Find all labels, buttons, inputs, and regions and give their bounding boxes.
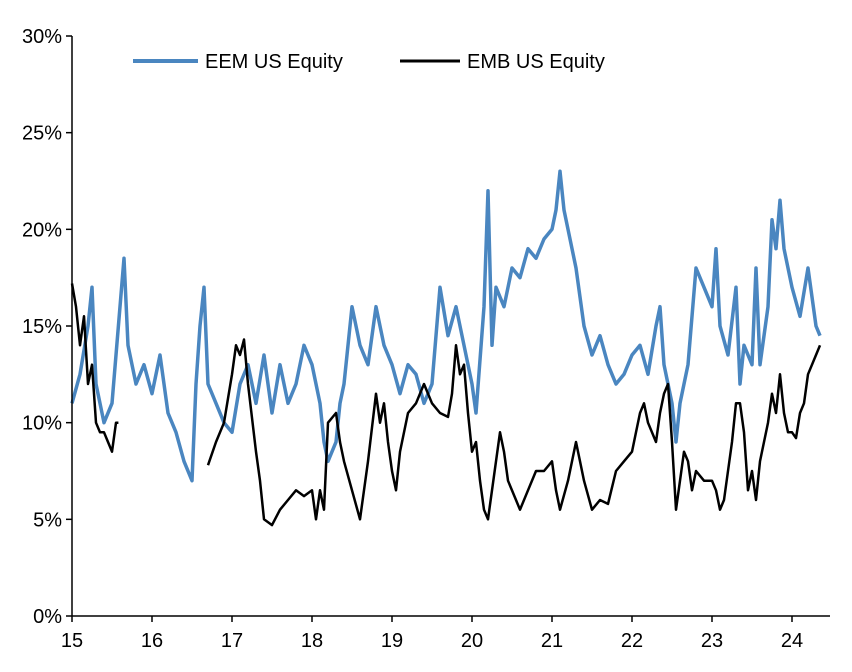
y-tick-label: 25% bbox=[22, 123, 62, 145]
y-tick-label: 30% bbox=[22, 26, 62, 48]
x-tick-label: 24 bbox=[781, 630, 803, 652]
series-layer bbox=[70, 169, 822, 527]
x-tick-label: 15 bbox=[61, 630, 83, 652]
x-tick-label: 19 bbox=[381, 630, 403, 652]
x-tick-label: 16 bbox=[141, 630, 163, 652]
x-ticks: 15 16 17 18 19 20 21 22 23 24 bbox=[61, 616, 803, 652]
y-tick-label: 20% bbox=[22, 219, 62, 241]
y-tick-label: 15% bbox=[22, 316, 62, 338]
legend: EEM US Equity EMB US Equity bbox=[133, 51, 605, 73]
series-line-emb-segment-1 bbox=[206, 338, 822, 527]
y-tick-label: 10% bbox=[22, 413, 62, 435]
series-line-emb-segment-0 bbox=[70, 283, 119, 453]
x-tick-label: 21 bbox=[541, 630, 563, 652]
y-ticks: 0% 5% 10% 15% 20% 25% 30% bbox=[22, 26, 72, 628]
x-tick-label: 23 bbox=[701, 630, 723, 652]
x-tick-label: 18 bbox=[301, 630, 323, 652]
series-line-eem bbox=[70, 169, 822, 483]
x-tick-label: 20 bbox=[461, 630, 483, 652]
legend-label-emb: EMB US Equity bbox=[467, 51, 605, 73]
legend-label-eem: EEM US Equity bbox=[205, 51, 343, 73]
y-tick-label: 0% bbox=[33, 606, 62, 628]
y-tick-label: 5% bbox=[33, 509, 62, 531]
x-tick-label: 22 bbox=[621, 630, 643, 652]
x-tick-label: 17 bbox=[221, 630, 243, 652]
